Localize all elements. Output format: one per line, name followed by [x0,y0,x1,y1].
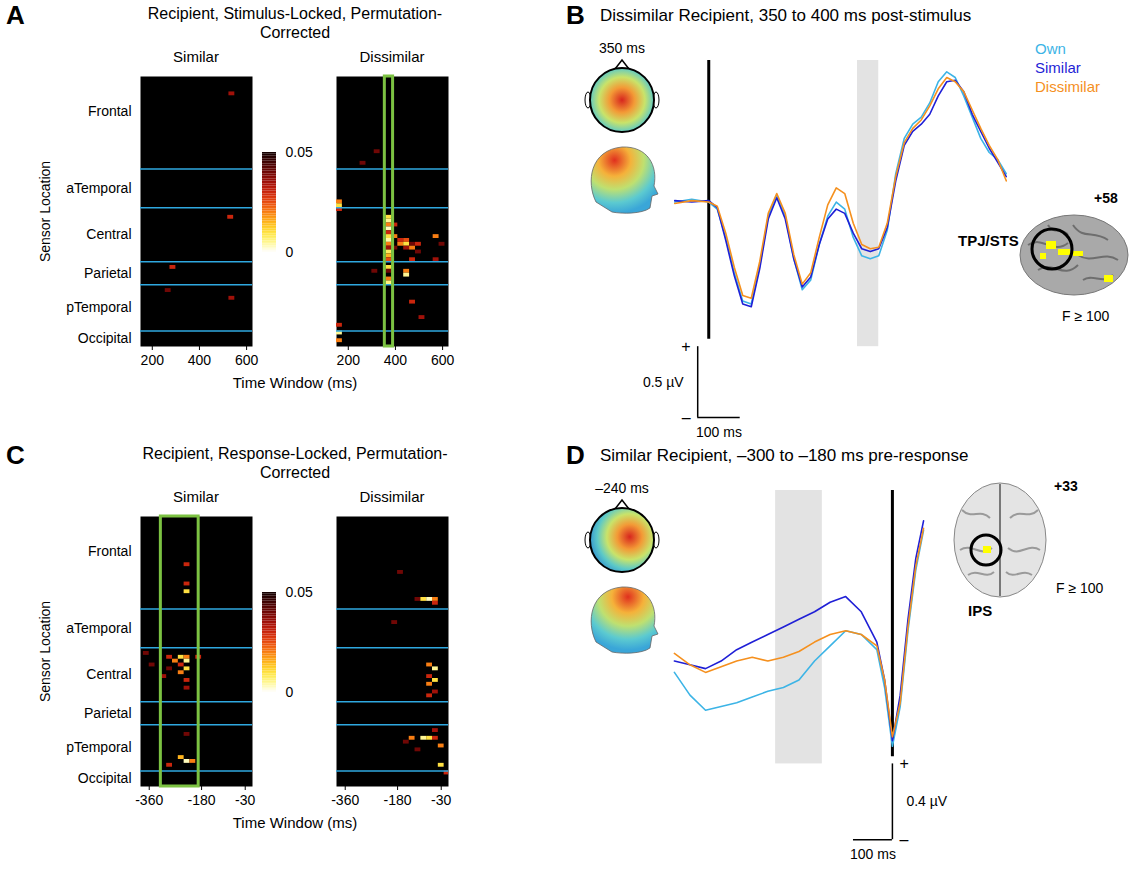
svg-text:Sensor Location: Sensor Location [37,601,53,702]
svg-text:–: – [682,409,691,426]
html-text:Recipient, Response-Locked, Pe: Recipient, Response-Locked, Permutation-… [142,445,448,482]
html-text:TPJ/STS: TPJ/STS [958,232,1019,249]
html-text:D: D [566,440,585,470]
svg-text:–: – [899,831,908,848]
svg-text:-360: -360 [331,792,359,808]
html-text:A: A [6,0,25,30]
svg-text:-180: -180 [188,792,216,808]
svg-text:-360: -360 [135,792,163,808]
html-text:–240 ms: –240 ms [595,480,649,496]
svg-text:0.5 µV: 0.5 µV [643,374,684,390]
html-text:Dissimilar Recipient, 350 to 4: Dissimilar Recipient, 350 to 400 ms post… [600,6,972,25]
svg-text:600: 600 [235,352,259,368]
html-text:Similar: Similar [173,488,219,505]
html-text:+58: +58 [1094,190,1118,206]
svg-text:Parietal: Parietal [84,265,131,281]
svg-text:-30: -30 [235,792,255,808]
svg-text:Sensor Location: Sensor Location [37,161,53,262]
html-text:Dissimilar: Dissimilar [1035,78,1100,95]
svg-text:0.4 µV: 0.4 µV [906,793,947,809]
svg-text:200: 200 [141,352,165,368]
html-text:IPS: IPS [968,602,993,619]
svg-text:400: 400 [384,352,408,368]
html-text:Recipient, Stimulus-Locked, Pe: Recipient, Stimulus-Locked, Permutation-… [147,5,443,42]
html-text:Similar: Similar [1035,59,1081,76]
svg-text:Frontal: Frontal [88,103,132,119]
svg-text:600: 600 [431,352,455,368]
html-text:Time Window (ms): Time Window (ms) [232,374,358,391]
svg-text:aTemporal: aTemporal [66,620,131,636]
html-text:F ≥ 100: F ≥ 100 [1062,308,1110,324]
html-text:Dissimilar: Dissimilar [359,488,425,505]
svg-text:Occipital: Occipital [78,770,132,786]
svg-text:0.05: 0.05 [286,144,313,160]
svg-text:+: + [681,338,690,355]
svg-text:0: 0 [286,244,294,260]
svg-text:100 ms: 100 ms [850,846,896,862]
svg-text:-30: -30 [431,792,451,808]
html-text:Dissimilar: Dissimilar [359,48,425,65]
svg-text:pTemporal: pTemporal [66,299,131,315]
html-text:350 ms: 350 ms [599,40,645,56]
svg-text:100 ms: 100 ms [696,424,742,440]
html-text:F ≥ 100: F ≥ 100 [1056,580,1104,596]
html-text:+33: +33 [1054,478,1078,494]
svg-text:200: 200 [337,352,361,368]
html-text:B: B [566,0,585,30]
svg-text:Frontal: Frontal [88,543,132,559]
svg-text:Central: Central [86,226,131,242]
html-text:Own: Own [1035,40,1066,57]
html-text:Similar Recipient, –300 to –18: Similar Recipient, –300 to –180 ms pre-r… [600,446,969,465]
svg-text:0: 0 [286,684,294,700]
html-text:Time Window (ms): Time Window (ms) [232,814,358,831]
html-text:Similar: Similar [173,48,219,65]
svg-text:0.05: 0.05 [286,584,313,600]
svg-text:400: 400 [188,352,212,368]
svg-text:Occipital: Occipital [78,330,132,346]
svg-text:pTemporal: pTemporal [66,739,131,755]
svg-text:-180: -180 [384,792,412,808]
html-text:C: C [6,440,25,470]
svg-text:Parietal: Parietal [84,705,131,721]
svg-text:Central: Central [86,666,131,682]
svg-text:+: + [899,755,908,772]
svg-text:aTemporal: aTemporal [66,180,131,196]
